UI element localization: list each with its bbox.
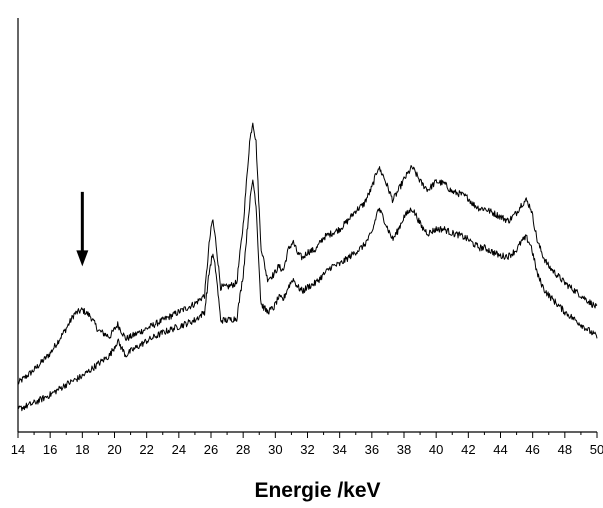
arrow-head [76, 250, 89, 267]
lower-spectrum-line [17, 179, 598, 412]
x-tick-label: 40 [429, 442, 443, 457]
x-axis-title: Energie /keV [254, 479, 380, 502]
x-tick-label: 46 [525, 442, 539, 457]
x-tick-label: 14 [11, 442, 25, 457]
x-tick-label: 28 [236, 442, 250, 457]
x-tick-label: 42 [461, 442, 475, 457]
annotations [76, 191, 89, 267]
x-tick-label: 38 [397, 442, 411, 457]
x-tick-label: 50 [590, 442, 603, 457]
x-tick-label: 48 [558, 442, 572, 457]
x-axis-tick-labels: 14 16 18 20 22 24 26 28 30 32 34 36 38 40 42 44 46 48 50 [11, 442, 603, 457]
x-tick-label: 36 [365, 442, 379, 457]
x-tick-label: 44 [493, 442, 507, 457]
x-axis-ticks [17, 432, 598, 438]
x-tick-label: 22 [139, 442, 153, 457]
plot-area [17, 122, 598, 412]
x-tick-label: 18 [75, 442, 89, 457]
upper-spectrum-line [17, 122, 598, 385]
x-tick-label: 32 [300, 442, 314, 457]
x-tick-label: 20 [107, 442, 121, 457]
x-tick-label: 30 [268, 442, 282, 457]
x-tick-label: 24 [172, 442, 186, 457]
x-tick-label: 34 [332, 442, 346, 457]
x-tick-label: 16 [43, 442, 57, 457]
x-tick-label: 26 [204, 442, 218, 457]
